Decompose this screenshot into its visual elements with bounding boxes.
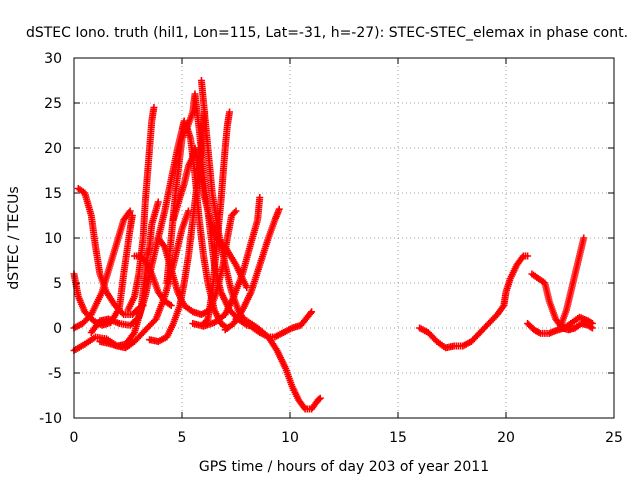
data-point [275,205,283,213]
data-point [126,207,134,215]
data-point [180,117,188,125]
series-arc8 [130,252,175,309]
chart-title: dSTEC Iono. truth (hil1, Lon=115, Lat=-3… [26,25,628,41]
data-points [70,77,596,413]
x-tick-label: 0 [70,430,79,446]
y-tick-label: 5 [53,276,62,292]
data-point [580,234,588,242]
series-arc6 [96,198,162,350]
data-point [316,394,324,402]
data-point [315,395,323,403]
data-point [587,323,595,331]
data-point [524,252,532,260]
series-arc15 [200,108,234,327]
data-point [226,108,234,116]
x-tick-label: 25 [605,430,623,446]
y-tick-label: 30 [44,51,62,67]
data-point [308,308,316,316]
series-arc16 [189,194,264,330]
data-point [154,198,162,206]
data-point [125,209,133,216]
y-tick-label: 20 [44,141,62,157]
y-tick-label: -10 [39,411,62,427]
y-tick-label: 15 [44,186,62,202]
data-point [167,302,175,309]
plot-frame [73,57,615,419]
series-arc17 [221,205,283,334]
x-tick-label: 10 [281,430,299,446]
data-point [151,317,159,324]
x-tick-label: 20 [497,430,515,446]
x-axis-label: GPS time / hours of day 203 of year 2011 [199,459,489,475]
series-arc19 [416,252,532,352]
data-point [160,242,168,249]
data-point [499,303,507,311]
y-tick-label: 0 [53,321,62,337]
data-point [588,324,596,332]
y-tick-label: 25 [44,96,62,112]
x-tick-label: 5 [178,430,187,446]
data-point [300,404,308,411]
data-point [231,209,239,216]
axis-ticks: 0 5 10 15 20 25 -10 -5 0 5 10 15 20 25 30 [39,51,623,446]
data-point [518,254,526,261]
y-tick-label: 10 [44,231,62,247]
data-point [150,104,158,111]
series-arc18 [232,315,324,413]
y-tick-label: -5 [48,366,62,382]
data-point [307,309,315,317]
data-point [118,309,126,317]
data-point [232,207,240,215]
y-axis-label: dSTEC / TECUs [6,186,22,289]
data-point [256,194,264,201]
series-arc22 [556,234,588,332]
x-tick-label: 15 [389,430,407,446]
